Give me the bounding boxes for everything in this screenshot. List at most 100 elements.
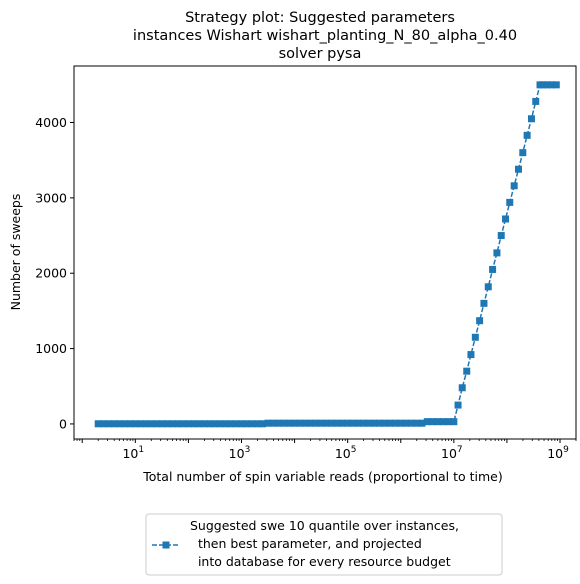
series-layer (94, 81, 560, 428)
data-point (99, 420, 107, 428)
x-tick-label: 105 (335, 445, 357, 461)
data-point (376, 419, 384, 427)
x-tick-exponent: 5 (351, 445, 357, 455)
data-point (275, 419, 283, 427)
data-point (434, 418, 442, 426)
x-tick-label: 109 (547, 445, 569, 461)
data-point (206, 420, 214, 428)
x-tick-base: 10 (122, 446, 138, 461)
data-point (484, 283, 492, 291)
data-point (365, 419, 373, 427)
data-point (147, 420, 155, 428)
x-tick-exponent: 9 (563, 445, 569, 455)
chart-title: Strategy plot: Suggested parameters inst… (133, 10, 517, 62)
data-point (121, 420, 129, 428)
data-point (514, 165, 522, 173)
data-point (418, 419, 426, 427)
data-point (142, 420, 150, 428)
plot-area (73, 65, 577, 440)
series-line (98, 84, 557, 425)
data-point (527, 115, 535, 123)
legend-frame (145, 513, 503, 576)
x-tick-label: 101 (122, 445, 144, 461)
data-point (506, 198, 514, 206)
x-axis-label: Total number of spin variable reads (pro… (142, 469, 503, 484)
legend-label: Suggested swe 10 quantile over instances… (190, 518, 459, 569)
data-point (179, 420, 187, 428)
data-point (158, 420, 166, 428)
x-tick-base: 10 (547, 446, 563, 461)
data-point (423, 418, 431, 426)
data-point (126, 420, 134, 428)
title-line-2: instances Wishart wishart_planting_N_80_… (133, 28, 517, 44)
data-point (115, 420, 123, 428)
x-tick-base: 10 (229, 446, 245, 461)
x-tick-label: 103 (229, 445, 251, 461)
data-point (222, 420, 230, 428)
data-point (216, 420, 224, 428)
data-point (137, 420, 145, 428)
data-point (259, 420, 267, 428)
data-point (429, 418, 437, 426)
data-point (360, 419, 368, 427)
data-point (381, 419, 389, 427)
x-tick-label: 107 (441, 445, 463, 461)
y-tick-label: 2000 (35, 266, 67, 281)
data-point (502, 215, 510, 223)
data-point (248, 420, 256, 428)
x-tick-base: 10 (335, 446, 351, 461)
data-point (184, 420, 192, 428)
data-point (476, 317, 484, 325)
y-axis-label: Number of sweeps (8, 194, 23, 311)
data-point (407, 419, 415, 427)
data-point (458, 384, 466, 392)
legend-label-line: Suggested swe 10 quantile over instances… (190, 518, 459, 533)
title-line-3: solver pysa (279, 46, 362, 62)
data-point (237, 420, 245, 428)
data-point (168, 420, 176, 428)
data-point (467, 351, 475, 359)
data-point (195, 420, 203, 428)
data-point (174, 420, 182, 428)
data-point (354, 419, 362, 427)
y-tick-label: 3000 (35, 190, 67, 205)
data-point (386, 419, 394, 427)
y-tick-label: 4000 (35, 115, 67, 130)
data-point (439, 418, 447, 426)
x-tick-exponent: 7 (457, 445, 463, 455)
data-point (131, 420, 139, 428)
x-tick-exponent: 3 (245, 445, 251, 455)
data-point (301, 419, 309, 427)
data-point (312, 419, 320, 427)
y-tick-label: 1000 (35, 341, 67, 356)
data-point (317, 419, 325, 427)
data-point (200, 420, 208, 428)
x-axis: 101 103 105 107 109 (73, 439, 577, 461)
y-tick-label: 0 (59, 416, 67, 431)
data-point (391, 419, 399, 427)
data-point (548, 81, 556, 89)
data-point (463, 367, 471, 375)
data-point (493, 249, 501, 257)
data-point (454, 401, 462, 409)
legend-label-line: then best parameter, and projected (190, 536, 422, 551)
data-point (349, 419, 357, 427)
legend: Suggested swe 10 quantile over instances… (145, 513, 503, 576)
x-tick-exponent: 1 (138, 445, 144, 455)
data-point (94, 420, 102, 428)
data-point (280, 419, 288, 427)
data-point (540, 81, 548, 89)
data-point (450, 418, 458, 426)
x-tick-base: 10 (441, 446, 457, 461)
data-point (291, 419, 299, 427)
data-point (253, 420, 261, 428)
data-point (532, 97, 540, 105)
data-point (497, 232, 505, 240)
data-point (344, 419, 352, 427)
data-point (307, 419, 315, 427)
data-point (211, 420, 219, 428)
data-point (519, 149, 527, 157)
data-point (536, 81, 544, 89)
title-line-1: Strategy plot: Suggested parameters (185, 10, 455, 26)
data-point (264, 419, 272, 427)
